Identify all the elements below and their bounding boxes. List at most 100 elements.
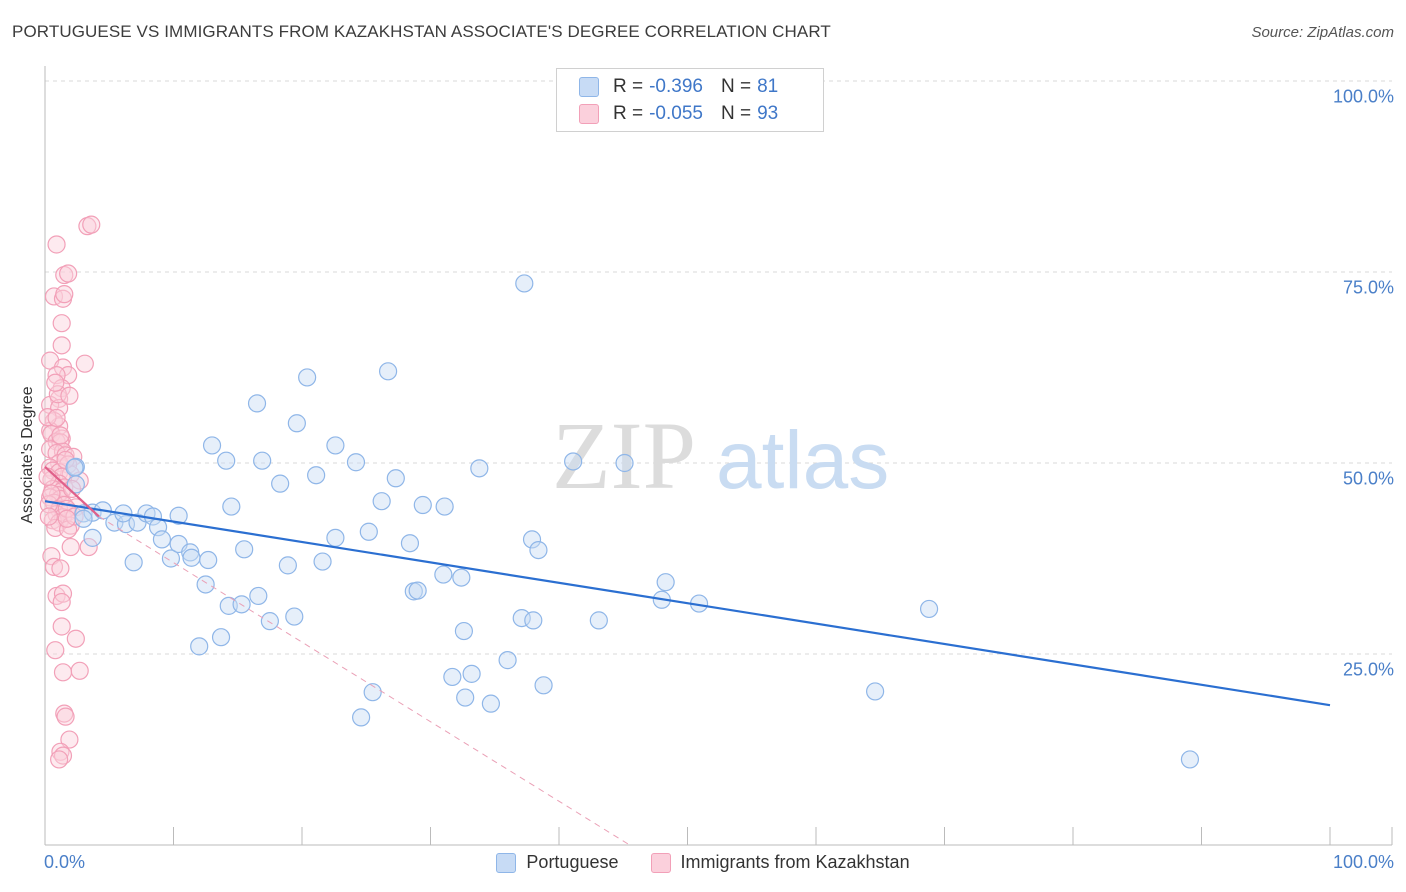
portuguese-point bbox=[512, 608, 531, 628]
n-label: N = bbox=[720, 76, 752, 97]
portuguese-point bbox=[515, 274, 534, 293]
trend-lines bbox=[44, 466, 1331, 846]
portuguese-point bbox=[124, 553, 143, 572]
portuguese-point bbox=[352, 708, 371, 727]
portuguese-point bbox=[211, 628, 231, 647]
portuguese-point bbox=[222, 497, 241, 516]
portuguese-point bbox=[83, 528, 102, 547]
kazakhstan-trend-line bbox=[44, 466, 100, 518]
kazakhstan-point bbox=[47, 408, 66, 428]
legend-row-kazakhstan: R = -0.055 N = 93 bbox=[579, 101, 778, 127]
chart-title: PORTUGUESE VS IMMIGRANTS FROM KAZAKHSTAN… bbox=[12, 22, 831, 41]
portuguese-point bbox=[1180, 750, 1200, 769]
kazakhstan-point bbox=[66, 629, 85, 648]
portuguese-point bbox=[74, 509, 93, 528]
portuguese-point bbox=[346, 453, 366, 472]
portuguese-point bbox=[434, 565, 453, 584]
y-tick-label: 75.0% bbox=[1342, 277, 1394, 298]
y-tick-label: 100.0% bbox=[1332, 86, 1394, 107]
kazakhstan-point bbox=[60, 386, 79, 405]
portuguese-point bbox=[235, 540, 254, 559]
kazakhstan-point bbox=[51, 426, 70, 445]
portuguese-point bbox=[285, 607, 304, 626]
kazakhstan-point bbox=[82, 215, 101, 234]
kazakhstan-point bbox=[79, 537, 98, 557]
portuguese-point bbox=[313, 552, 332, 571]
kazakhstan-point bbox=[50, 750, 69, 769]
portuguese-point bbox=[413, 495, 432, 515]
portuguese-point bbox=[400, 534, 420, 553]
series-legend: Portuguese Immigrants from Kazakhstan bbox=[0, 852, 1406, 873]
portuguese-point bbox=[919, 599, 939, 619]
portuguese-point bbox=[199, 550, 218, 570]
portuguese-point bbox=[470, 459, 489, 478]
n-label: N = bbox=[720, 103, 752, 124]
portuguese-point bbox=[481, 694, 500, 713]
source-label: Source: ZipAtlas.com bbox=[1251, 24, 1394, 41]
portuguese-point bbox=[217, 451, 236, 470]
portuguese-point bbox=[326, 528, 345, 547]
portuguese-point bbox=[196, 575, 215, 594]
kazakhstan-point bbox=[51, 559, 70, 578]
portuguese-point bbox=[161, 549, 181, 568]
kazakhstan-point bbox=[60, 730, 79, 749]
legend-label: Portuguese bbox=[526, 852, 619, 872]
y-tick-label: 50.0% bbox=[1342, 468, 1394, 489]
kazakhstan-point bbox=[75, 354, 94, 373]
portuguese-trend-line bbox=[44, 500, 1331, 707]
portuguese-point bbox=[529, 540, 548, 560]
watermark-zip: ZIP bbox=[552, 402, 696, 509]
portuguese-point bbox=[271, 474, 290, 493]
portuguese-point bbox=[287, 414, 306, 433]
portuguese-point bbox=[152, 530, 172, 549]
portuguese-point bbox=[260, 612, 279, 631]
portuguese-point bbox=[408, 581, 427, 600]
portuguese-point bbox=[253, 451, 272, 470]
portuguese-point bbox=[452, 568, 471, 587]
kazakhstan-point bbox=[53, 663, 73, 682]
portuguese-point bbox=[615, 453, 634, 473]
portuguese-point bbox=[498, 651, 517, 670]
x-tick-label: 100.0% bbox=[1332, 852, 1394, 872]
kazakhstan-point bbox=[42, 547, 61, 566]
portuguese-point bbox=[386, 469, 405, 488]
r-label: R = bbox=[613, 76, 644, 97]
legend-item-portuguese: Portuguese bbox=[496, 852, 619, 873]
portuguese-point bbox=[363, 683, 382, 702]
kazakhstan-point bbox=[55, 285, 74, 304]
kazakhstan-point bbox=[57, 509, 76, 528]
portuguese-point bbox=[524, 611, 543, 630]
kazakhstan-point bbox=[48, 385, 67, 404]
kazakhstan-point bbox=[46, 641, 65, 660]
portuguese-point bbox=[65, 458, 84, 477]
portuguese-point bbox=[522, 530, 542, 549]
kazakhstan-point bbox=[38, 467, 57, 486]
portuguese-point bbox=[249, 586, 268, 606]
portuguese-point bbox=[372, 492, 391, 511]
portuguese-point bbox=[378, 362, 398, 381]
legend-item-kazakhstan: Immigrants from Kazakhstan bbox=[650, 852, 910, 873]
portuguese-point bbox=[202, 436, 222, 455]
kazakhstan-point bbox=[56, 707, 75, 726]
r-value: -0.055 bbox=[649, 103, 703, 124]
portuguese-point bbox=[278, 556, 297, 575]
kazakhstan-point bbox=[52, 617, 71, 636]
portuguese-point bbox=[116, 515, 136, 534]
legend-swatch-blue bbox=[496, 852, 517, 873]
legend-row-portuguese: R = -0.396 N = 81 bbox=[579, 74, 778, 100]
stats-legend: R = -0.396 N = 81 R = -0.055 N = 93 bbox=[556, 68, 824, 132]
x-tick-label: 0.0% bbox=[44, 852, 86, 872]
gridlines bbox=[45, 80, 1392, 655]
portuguese-point bbox=[589, 611, 608, 630]
legend-swatch-blue bbox=[579, 77, 599, 97]
portuguese-point bbox=[435, 497, 454, 516]
legend-swatch-pink bbox=[650, 852, 671, 873]
kazakhstan-point bbox=[46, 373, 65, 392]
portuguese-point bbox=[534, 676, 553, 695]
portuguese-point bbox=[564, 452, 583, 471]
kazakhstan-point bbox=[52, 314, 71, 333]
portuguese-point bbox=[247, 394, 267, 413]
portuguese-point bbox=[456, 688, 475, 707]
kazakhstan-point bbox=[52, 592, 71, 612]
